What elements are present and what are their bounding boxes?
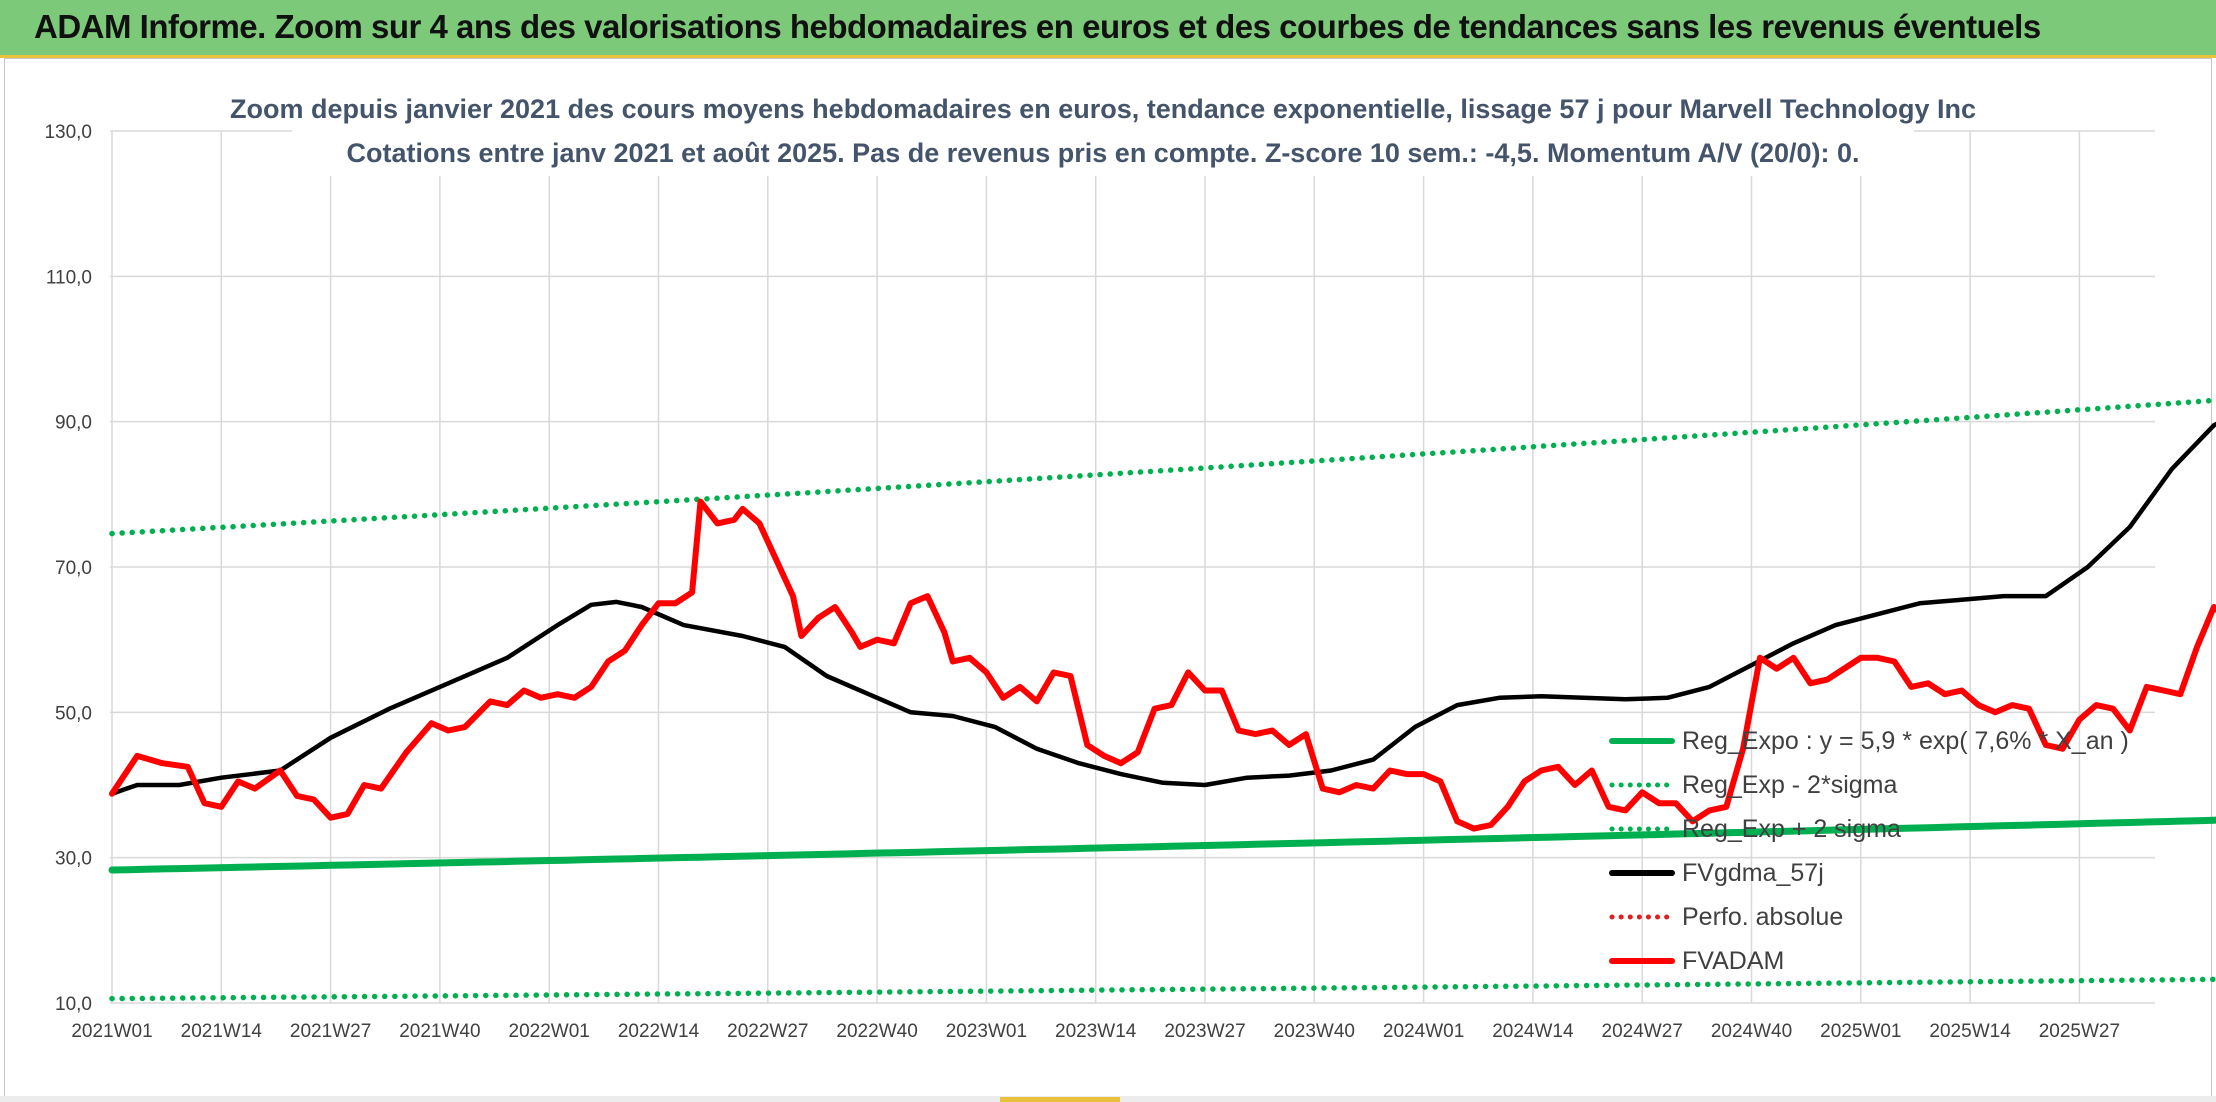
x-tick-label: 2022W40 (836, 1021, 917, 1042)
x-tick-label: 2021W27 (290, 1021, 371, 1042)
x-tick-label: 2023W14 (1055, 1021, 1137, 1042)
chart-title-background (292, 84, 1914, 176)
x-tick-label: 2023W40 (1274, 1021, 1355, 1042)
series-line-3 (109, 397, 2216, 537)
x-tick-label: 2024W27 (1602, 1021, 1683, 1042)
y-tick-label: 130,0 (44, 122, 92, 143)
x-tick-label: 2025W27 (2039, 1021, 2120, 1042)
report-banner: ADAM Informe. Zoom sur 4 ans des valoris… (0, 0, 2216, 58)
x-tick-label: 2025W14 (1929, 1021, 2011, 1042)
bottom-accent (1000, 1097, 1120, 1102)
x-tick-label: 2025W01 (1820, 1021, 1901, 1042)
y-tick-label: 30,0 (55, 849, 92, 870)
x-tick-label: 2023W27 (1164, 1021, 1245, 1042)
chart-title-line2: Cotations entre janv 2021 et août 2025. … (346, 138, 1859, 168)
legend-label: Reg_Exp - 2*sigma (1682, 771, 1897, 799)
x-tick-label: 2023W01 (946, 1021, 1027, 1042)
legend: Reg_Expo : y = 5,9 * exp( 7,6% * X_an ) R… (1609, 727, 2129, 975)
legend-label: Reg_Expo : y = 5,9 * exp( 7,6% * X_an ) (1682, 727, 2129, 755)
series-lines (108, 397, 2216, 1002)
legend-label: FVgdma_57j (1682, 859, 1824, 887)
x-tick-label: 2022W27 (727, 1021, 808, 1042)
y-tick-label: 110,0 (46, 267, 92, 288)
series-line-6 (109, 498, 2216, 832)
y-tick-label: 50,0 (55, 703, 92, 724)
chart-frame (4, 58, 2212, 1098)
series-line-1 (108, 816, 2216, 874)
x-tick-label: 2024W40 (1711, 1021, 1792, 1042)
x-tick-label: 2022W01 (509, 1021, 590, 1042)
x-tick-label: 2021W01 (71, 1021, 152, 1042)
y-tick-label: 90,0 (55, 413, 92, 434)
legend-label: Perfo. absolue (1682, 903, 1843, 931)
report-title: ADAM Informe. Zoom sur 4 ans des valoris… (34, 8, 2041, 45)
x-tick-label: 2024W14 (1492, 1021, 1574, 1042)
legend-label: FVADAM (1682, 947, 1784, 975)
y-tick-label: 10,0 (55, 994, 92, 1015)
axis-labels: 10,0 30,0 50,0 70,0 90,0 110,0 130,0 2021W01 202… (44, 122, 2120, 1042)
grid-lines (110, 130, 2155, 1004)
series-line-4 (109, 421, 2216, 796)
chart-title-line1: Zoom depuis janvier 2021 des cours moyen… (230, 94, 1976, 124)
legend-label: Reg_Exp + 2 sigma (1682, 815, 1901, 843)
series-line-2 (109, 976, 2216, 1002)
x-tick-label: 2021W40 (399, 1021, 480, 1042)
x-tick-label: 2021W14 (181, 1021, 263, 1042)
x-tick-label: 2022W14 (618, 1021, 700, 1042)
x-tick-label: 2024W01 (1383, 1021, 1464, 1042)
y-tick-label: 70,0 (55, 558, 92, 579)
